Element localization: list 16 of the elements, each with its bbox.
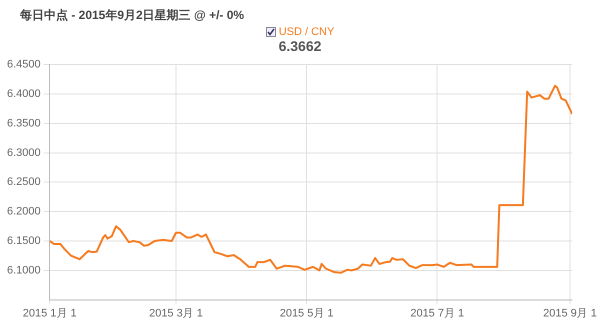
y-tick-label: 6.2000 <box>6 206 41 218</box>
y-tick-label: 6.2500 <box>6 176 41 188</box>
x-tick-label: 2015 7月 1 <box>410 307 464 320</box>
chart-subtitle: 6.3662 <box>278 38 322 54</box>
y-tick-label: 6.1000 <box>6 264 41 276</box>
y-tick-label: 6.1500 <box>6 235 41 248</box>
y-tick-label: 6.4000 <box>6 88 41 100</box>
y-tick-label: 6.3500 <box>6 117 41 130</box>
text: USD / CNY <box>278 26 334 38</box>
x-tick-label: 2015 5月 1 <box>280 307 334 320</box>
x-tick-label: 2015 1月 1 <box>22 307 77 320</box>
y-tick-label: 6.3000 <box>6 146 41 159</box>
x-tick-label: 2015 9月 1 <box>543 307 597 320</box>
chart-title: 每日中点 - 2015年9月2日星期三 @ +/- 0% <box>20 7 244 24</box>
x-tick-label: 2015 3月 1 <box>149 307 203 320</box>
y-tick-label: 6.4500 <box>6 58 41 71</box>
